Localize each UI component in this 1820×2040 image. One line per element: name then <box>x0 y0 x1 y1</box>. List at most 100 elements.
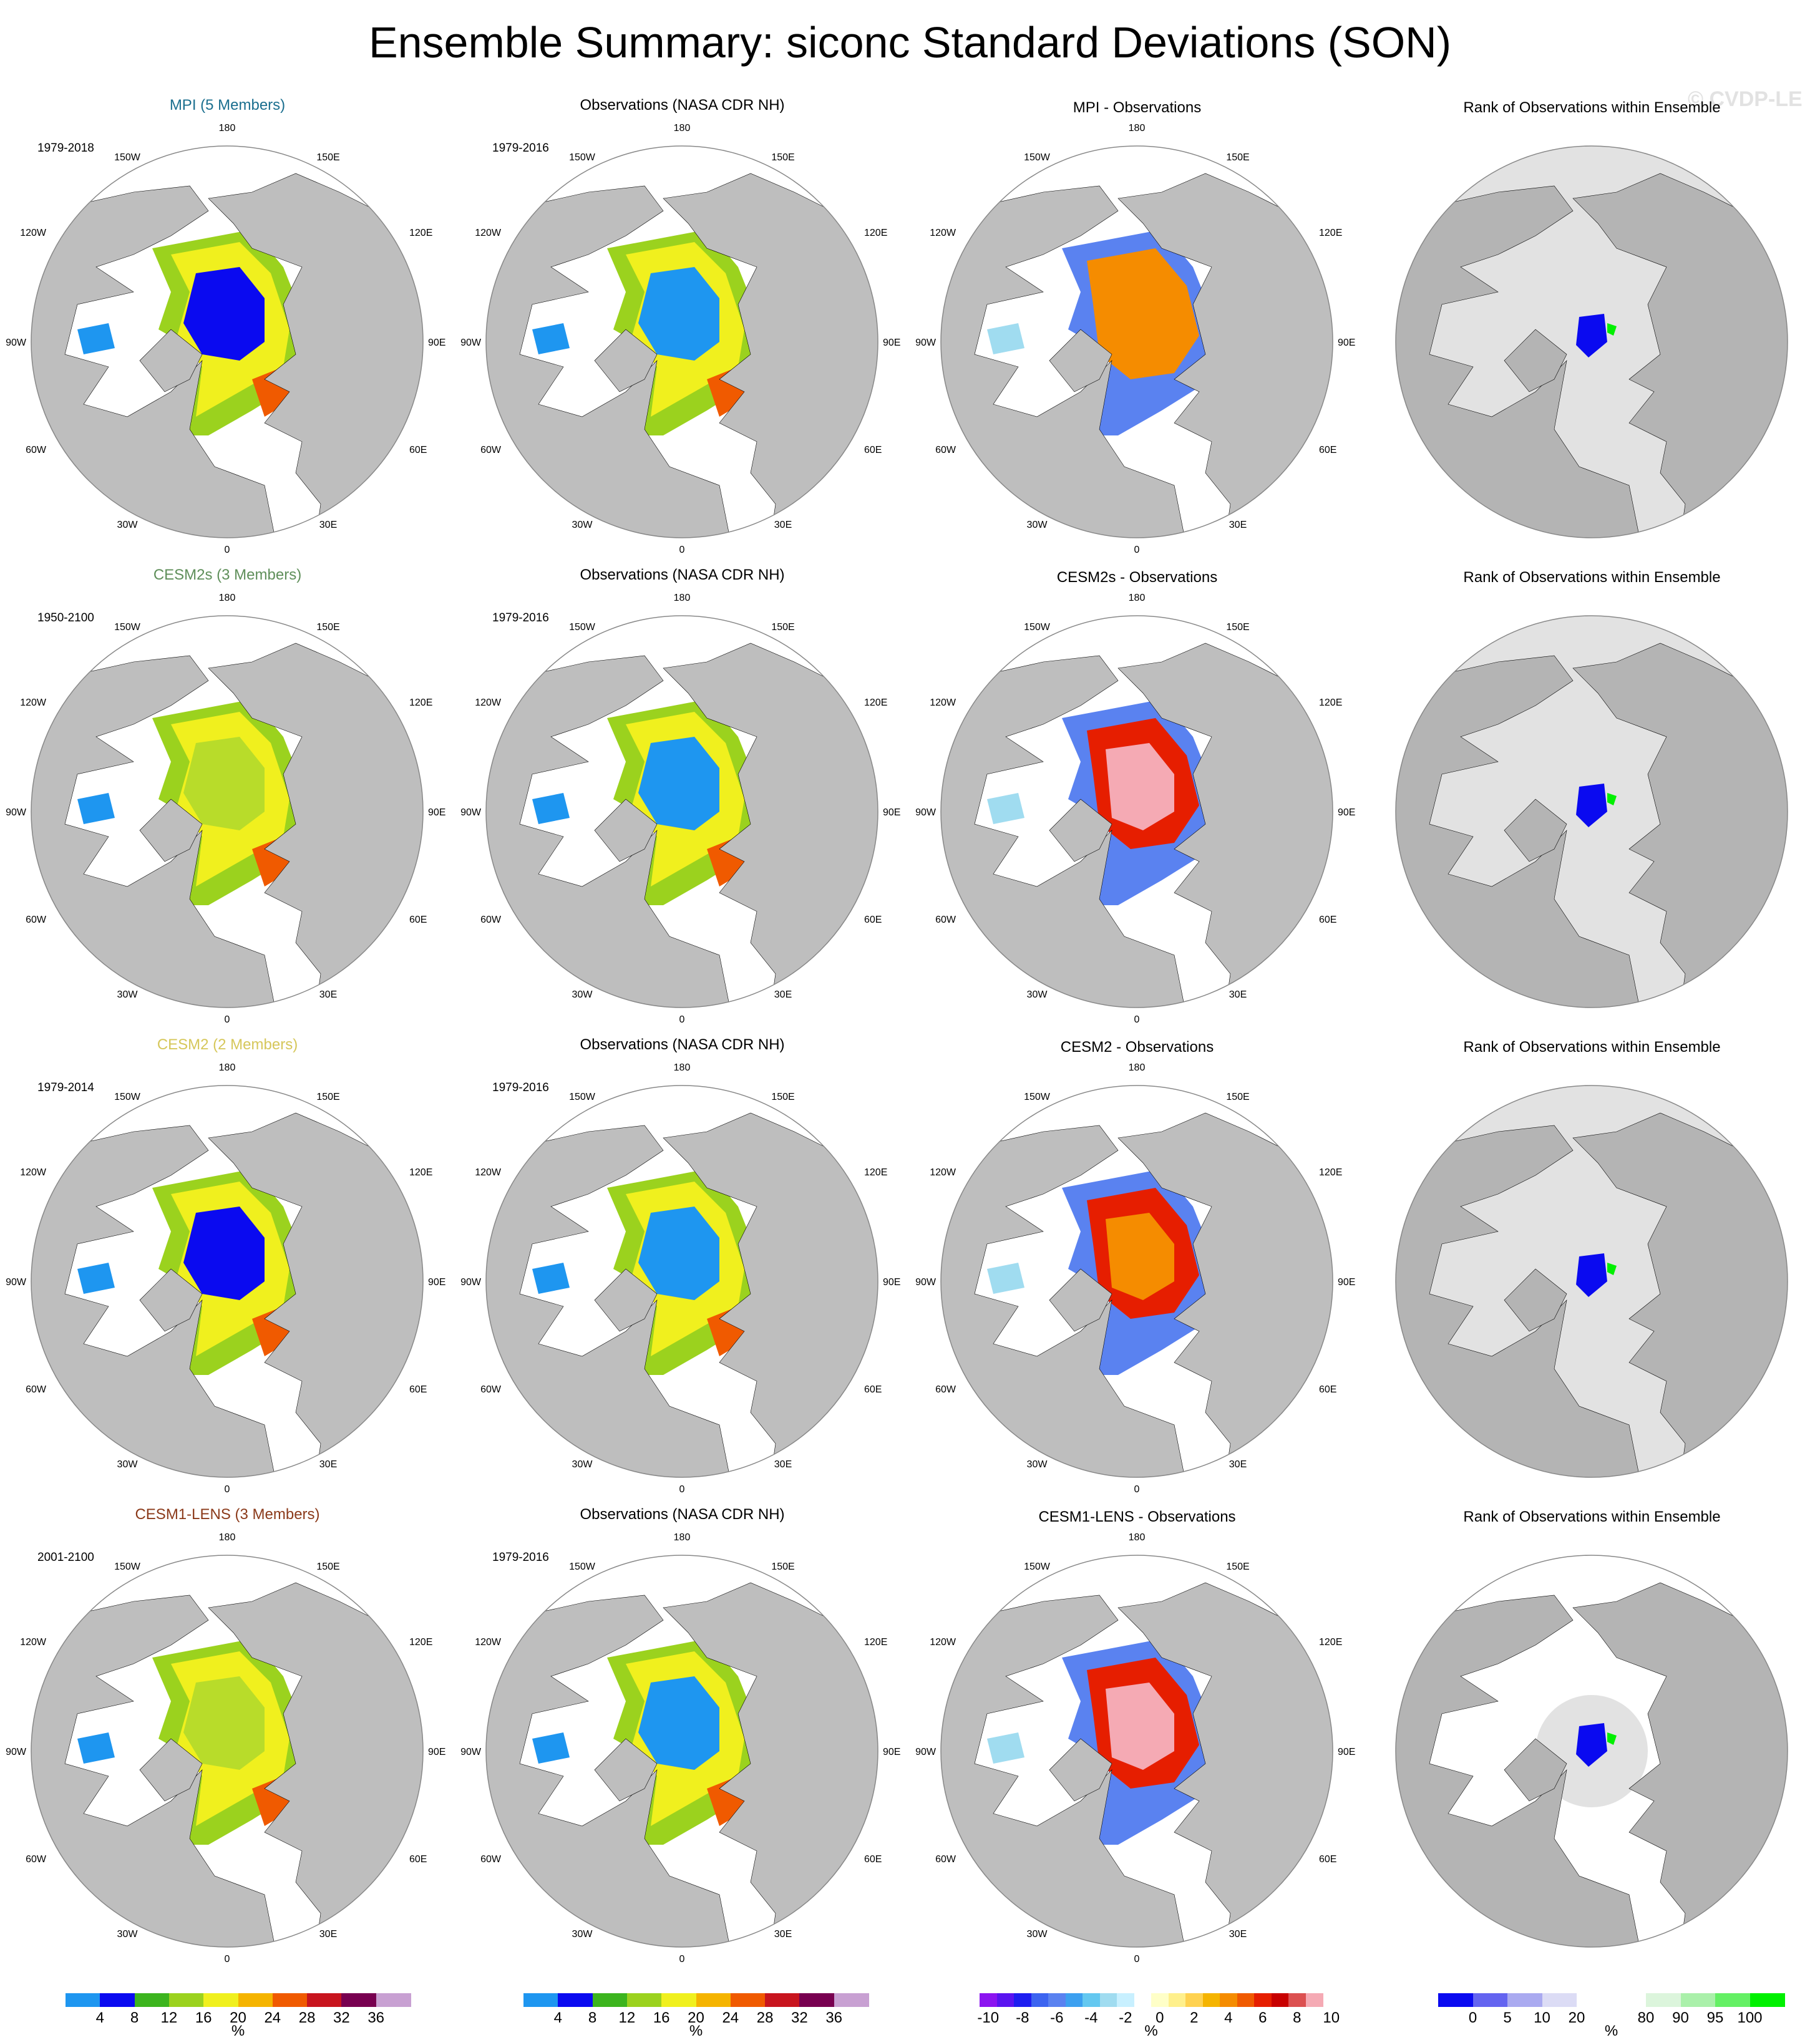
lon-label-30e: 30E <box>774 520 792 530</box>
ice-region <box>532 1732 570 1764</box>
colorbar-swatch <box>341 1993 377 2007</box>
landmass <box>486 643 878 1008</box>
lon-label-120w: 120W <box>20 697 47 708</box>
panel-title: Rank of Observations within Ensemble <box>1463 1039 1721 1056</box>
colorbar-swatch <box>1220 1993 1237 2007</box>
colorbar-swatch <box>1065 1993 1083 2007</box>
lon-label-150w: 150W <box>1024 1562 1051 1572</box>
lon-label-30w: 30W <box>117 1929 139 1940</box>
map-outline <box>940 615 1333 1008</box>
colorbar-swatch <box>626 1993 662 2007</box>
figure-title: Ensemble Summary: siconc Standard Deviat… <box>368 18 1452 67</box>
colorbar-tick-label: 36 <box>367 2009 385 2026</box>
lon-label-60e: 60E <box>1319 445 1336 455</box>
colorbar-swatch <box>238 1993 273 2007</box>
colorbar-tick-label: 20 <box>688 2009 704 2026</box>
colorbar-swatch <box>1014 1993 1031 2007</box>
ice-field <box>77 1169 308 1375</box>
obs-panel: 180 150W 150E 120W 120E 90W 90E 60W 60E 30W 30E 0 Ob… <box>455 1036 910 1505</box>
diff-panel: 180 150W 150E 120W 120E 90W 90E 60W 60E 30W 30E 0 MP… <box>910 97 1365 566</box>
lon-label-90w: 90W <box>6 338 27 348</box>
lon-label-150w: 150W <box>114 622 141 633</box>
lon-label-120w: 120W <box>475 697 502 708</box>
colorbar-swatch <box>1237 1993 1255 2007</box>
lon-label-150w: 150W <box>1024 622 1051 633</box>
obs-map: 180 150W 150E 120W 120E 90W 90E 60W 60E 30W 30E 0 <box>460 1062 900 1495</box>
colorbar-tick-label: 4 <box>1224 2009 1233 2026</box>
ice-region <box>1576 784 1607 827</box>
map-outline <box>1395 1555 1788 1948</box>
rank-map <box>1395 1555 1788 1948</box>
map-outline <box>31 615 424 1008</box>
panel-title: Rank of Observations within Ensemble <box>1463 569 1721 586</box>
lon-label-30e: 30E <box>319 520 337 530</box>
ice-region <box>987 793 1024 824</box>
lon-label-180: 180 <box>219 1062 236 1073</box>
diff-map: 180 150W 150E 120W 120E 90W 90E 60W 60E 30W 30E 0 <box>915 1062 1355 1495</box>
rank-map <box>1395 615 1788 1008</box>
lon-label-90w: 90W <box>460 338 482 348</box>
panel-title: MPI - Observations <box>1073 99 1202 116</box>
colorbar-swatch <box>799 1993 835 2007</box>
lon-label-90e: 90E <box>883 338 900 348</box>
colorbar-swatch <box>1438 1993 1473 2007</box>
lon-label-90e: 90E <box>428 1277 445 1288</box>
map-outline <box>485 615 878 1008</box>
ice-region <box>638 1676 719 1770</box>
model-panel: 180 150W 150E 120W 120E 90W 90E 60W 60E 30W 30E 0 CE… <box>0 1036 455 1505</box>
diff-panel: 180 150W 150E 120W 120E 90W 90E 60W 60E 30W 30E 0 CE… <box>910 1036 1365 1505</box>
lon-label-120w: 120W <box>20 1637 47 1648</box>
lon-label-120w: 120W <box>475 1637 502 1648</box>
lon-label-30e: 30E <box>1229 989 1247 1000</box>
ice-field <box>987 1639 1218 1845</box>
lon-label-150w: 150W <box>569 152 596 163</box>
colorbar-swatch <box>1185 1993 1203 2007</box>
lon-label-0: 0 <box>679 545 685 555</box>
lon-label-90w: 90W <box>915 1277 937 1288</box>
colorbar-swatch <box>1254 1993 1272 2007</box>
ice-region <box>638 267 719 361</box>
lon-label-90e: 90E <box>428 1747 445 1757</box>
lon-label-180: 180 <box>1129 1532 1146 1543</box>
colorbar-tick-label: 2 <box>1190 2009 1199 2026</box>
rank-map <box>1395 145 1788 538</box>
lon-label-90w: 90W <box>6 1747 27 1757</box>
lon-label-120e: 120E <box>1319 1637 1342 1648</box>
lon-label-30w: 30W <box>1027 520 1048 530</box>
ice-region <box>77 323 115 354</box>
ice-region <box>1576 1253 1607 1297</box>
panel-title: CESM2 - Observations <box>1060 1039 1214 1056</box>
colorbar-swatch <box>203 1993 239 2007</box>
lon-label-60w: 60W <box>480 1854 502 1865</box>
colorbar-swatch <box>1271 1993 1289 2007</box>
ice-region <box>532 323 570 354</box>
lon-label-150e: 150E <box>316 1562 339 1572</box>
obs-map: 180 150W 150E 120W 120E 90W 90E 60W 60E 30W 30E 0 <box>460 1532 900 1965</box>
ice-field <box>987 1169 1218 1375</box>
colorbar-swatch <box>1646 1993 1681 2007</box>
panel-title: CESM2s - Observations <box>1056 569 1218 586</box>
ice-region <box>77 793 115 824</box>
lon-label-150e: 150E <box>316 152 339 163</box>
colorbar-tick-label: 90 <box>1672 2009 1689 2026</box>
colorbar-unit: % <box>689 2023 703 2039</box>
lon-label-90e: 90E <box>883 1747 900 1757</box>
lon-label-90e: 90E <box>1338 1277 1355 1288</box>
ice-field <box>987 230 1218 435</box>
lon-label-60e: 60E <box>409 915 427 925</box>
period-label: 1979-2016 <box>492 1081 549 1094</box>
map-outline <box>940 1555 1333 1948</box>
rank-panel: Rank of Observations within Ensemble <box>1365 97 1819 566</box>
colorbar-tick-label: 5 <box>1503 2009 1512 2026</box>
colorbar-swatch <box>1031 1993 1049 2007</box>
lon-label-90w: 90W <box>6 807 27 818</box>
colorbar-swatch <box>980 1993 997 2007</box>
lon-label-60w: 60W <box>480 1384 502 1395</box>
colorbar-tick-label: 12 <box>618 2009 636 2026</box>
obs-map: 180 150W 150E 120W 120E 90W 90E 60W 60E 30W 30E 0 <box>460 123 900 555</box>
model-map: 180 150W 150E 120W 120E 90W 90E 60W 60E 30W 30E 0 <box>6 593 445 1025</box>
lon-label-90w: 90W <box>460 807 482 818</box>
colorbar-swatch <box>765 1993 801 2007</box>
lon-label-150e: 150E <box>1226 1092 1249 1102</box>
colorbar-swatch <box>1202 1993 1220 2007</box>
